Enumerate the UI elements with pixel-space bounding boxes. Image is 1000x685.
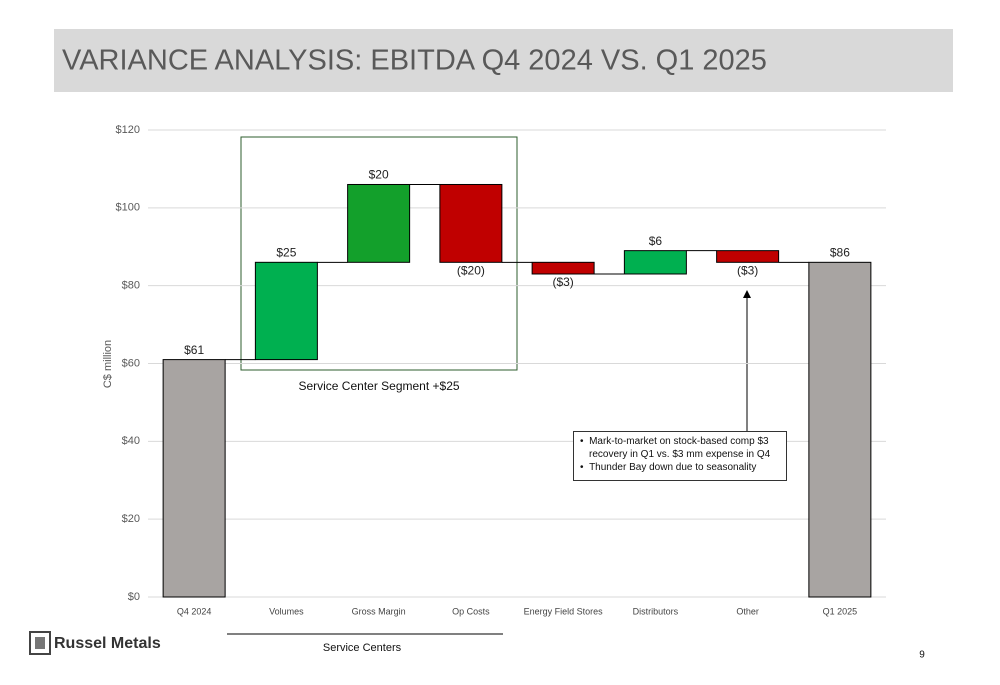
title-bar	[54, 29, 953, 92]
bar	[439, 183, 503, 263]
y-tick-label: $120	[116, 124, 140, 136]
chart-title: VARIANCE ANALYSIS: EBITDA Q4 2024 VS. Q1…	[62, 45, 767, 77]
x-tick-label: Volumes	[269, 606, 304, 616]
y-tick-label: $0	[128, 591, 140, 603]
y-tick-label: $20	[122, 513, 140, 525]
data-label: ($3)	[737, 263, 758, 277]
x-tick-label: Q1 2025	[823, 606, 858, 616]
x-tick-label: Op Costs	[452, 606, 490, 616]
data-label: ($3)	[552, 275, 573, 289]
bar	[347, 183, 411, 263]
x-tick-label: Energy Field Stores	[524, 606, 604, 616]
x-tick-label: Gross Margin	[352, 606, 406, 616]
data-label: ($20)	[457, 263, 485, 277]
data-label: $25	[276, 245, 296, 259]
segment-box	[240, 136, 518, 371]
callout-item: Mark-to-market on stock-based comp $3 re…	[580, 435, 780, 461]
bar	[254, 261, 318, 361]
x-tick-label: Distributors	[633, 606, 679, 616]
callout: Mark-to-market on stock-based comp $3 re…	[573, 431, 787, 481]
group-label: Service Centers	[323, 642, 402, 654]
bar	[623, 250, 687, 275]
logo-text: Russel Metals	[54, 635, 161, 652]
y-axis-label: C$ million	[102, 340, 114, 388]
logo: Russel Metals	[29, 631, 161, 655]
data-label: $6	[649, 234, 663, 248]
bar	[162, 359, 226, 598]
x-tick-label: Q4 2024	[177, 606, 212, 616]
y-tick-label: $60	[122, 357, 140, 369]
y-tick-label: $40	[122, 435, 140, 447]
data-label: $86	[830, 245, 850, 259]
y-tick-label: $80	[122, 280, 140, 292]
y-tick-label: $100	[116, 202, 140, 214]
page-number: 9	[919, 650, 925, 661]
bar	[531, 261, 595, 275]
x-tick-label: Other	[736, 606, 759, 616]
arrow-head	[743, 290, 751, 298]
data-label: $61	[184, 343, 204, 357]
data-label: $20	[369, 168, 389, 182]
callout-item: Thunder Bay down due to seasonality	[580, 461, 780, 474]
segment-label: Service Center Segment +$25	[298, 379, 459, 393]
bar	[808, 261, 872, 598]
bar	[716, 250, 780, 263]
